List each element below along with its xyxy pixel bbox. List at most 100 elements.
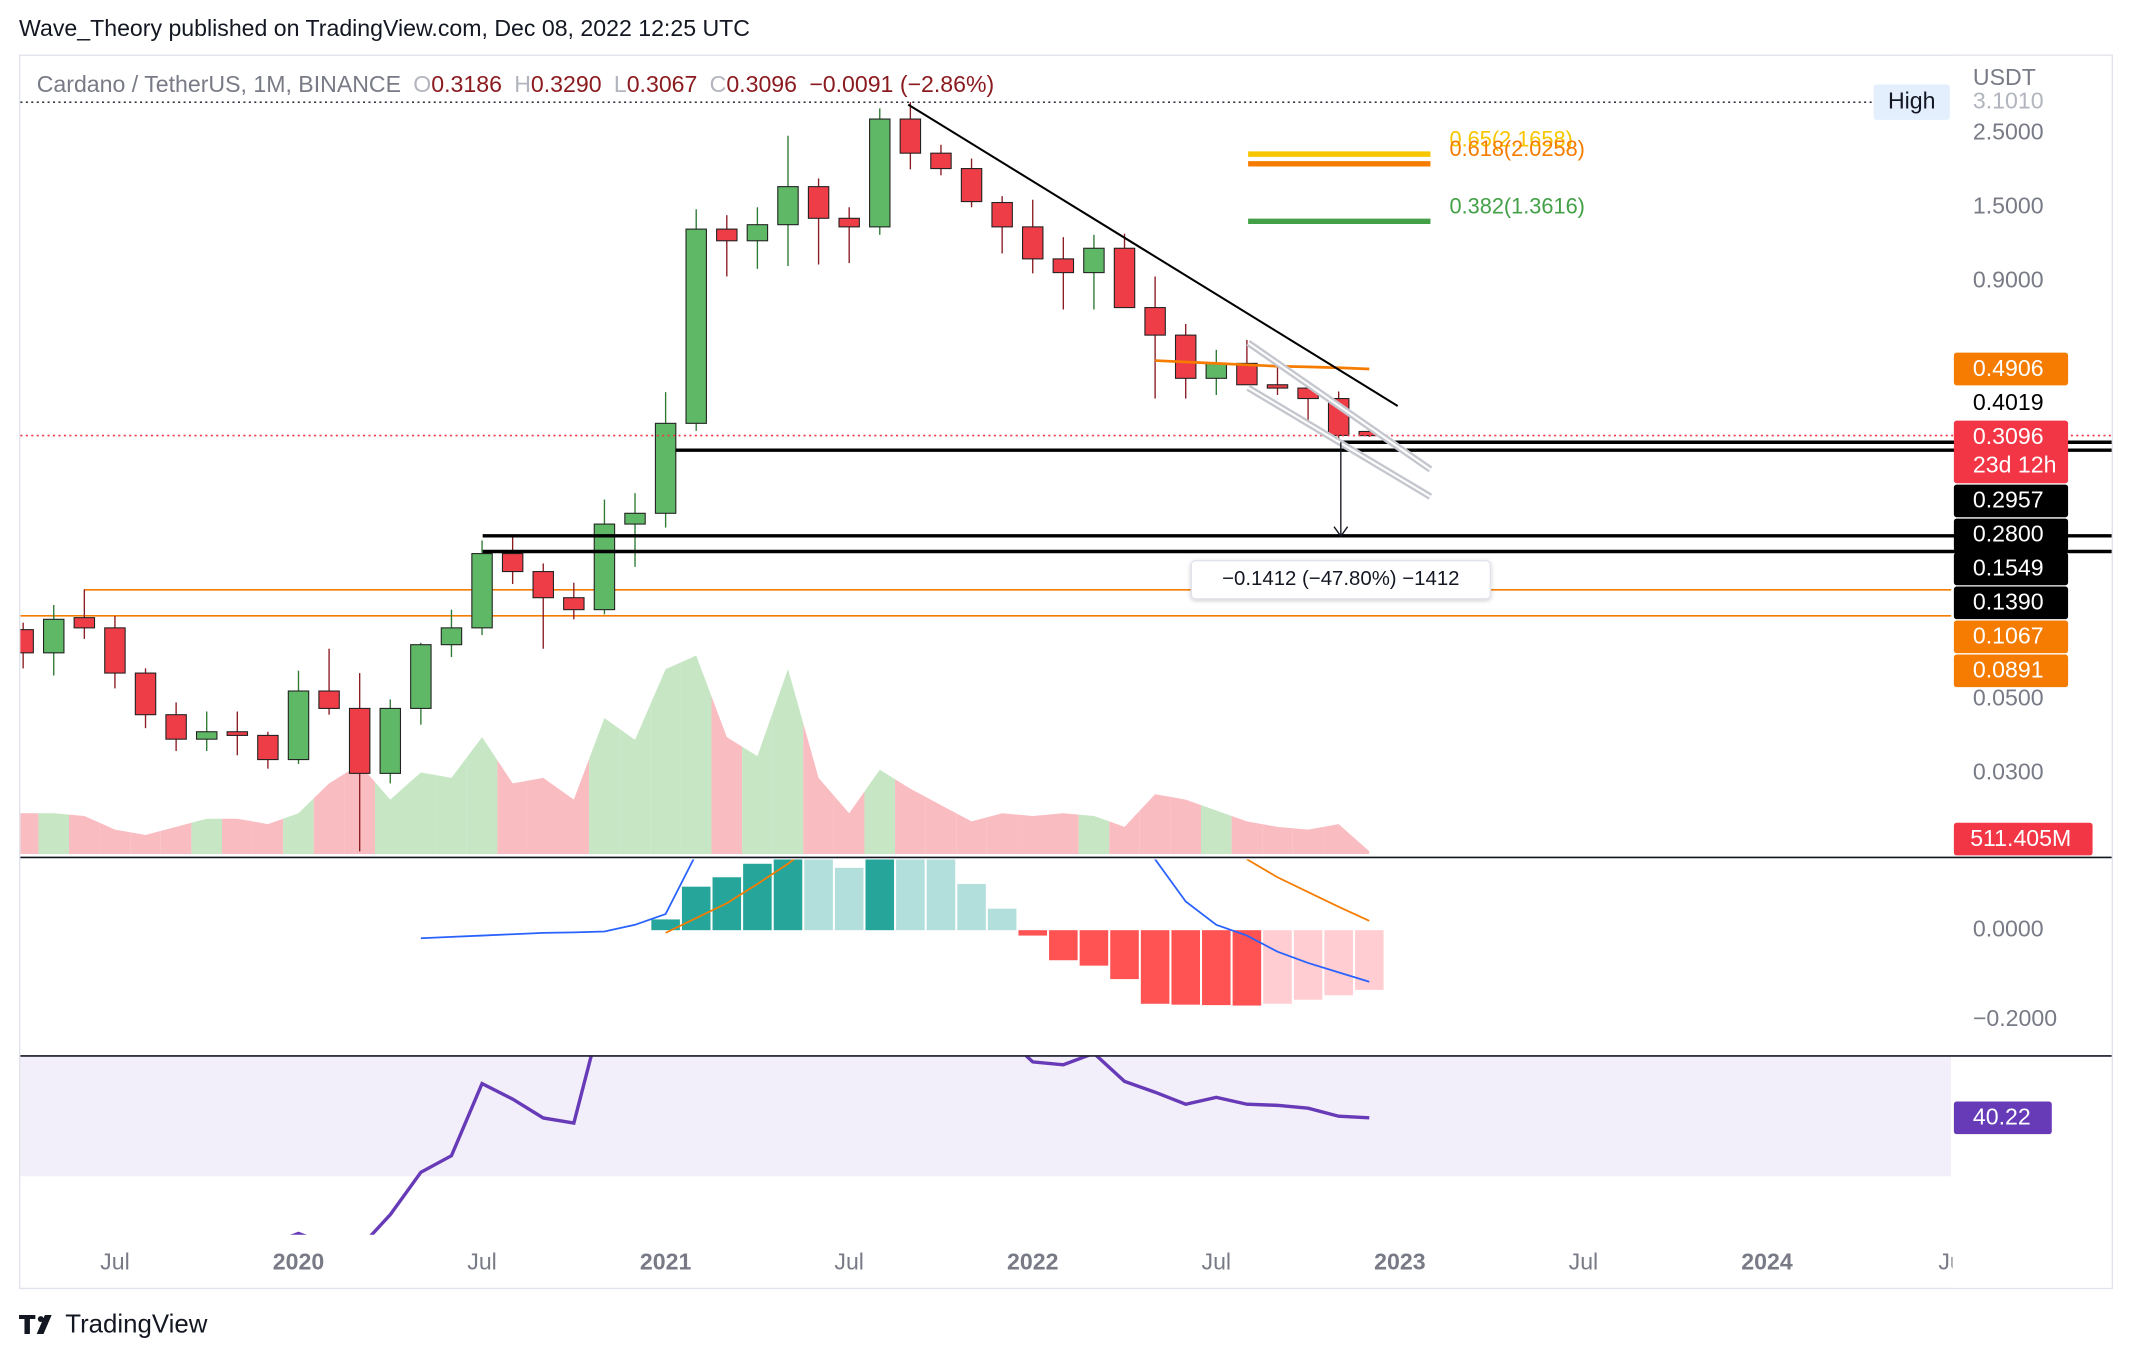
candle-body xyxy=(777,186,799,226)
candle-body xyxy=(746,224,769,242)
price-badge xyxy=(1953,586,2069,620)
x-tick-label: Jul xyxy=(1569,1248,1599,1274)
macd-bar xyxy=(865,859,895,931)
volume-area xyxy=(466,737,498,855)
volume-area xyxy=(803,723,834,855)
legend-value: 0.3186 xyxy=(431,71,502,97)
candle-body xyxy=(654,422,677,514)
price-badge xyxy=(1953,620,2069,654)
volume-area xyxy=(527,777,559,855)
price-badge-label: 0.1067 xyxy=(1973,623,2044,649)
macd-bar xyxy=(804,859,833,931)
legend-value: 0.3067 xyxy=(627,71,698,97)
price-badge xyxy=(1953,518,2069,552)
candle-body xyxy=(1083,247,1105,274)
macd-bar xyxy=(1293,930,1323,1000)
macd-bar xyxy=(1232,930,1262,1006)
macd-bar xyxy=(743,863,772,931)
volume-area xyxy=(772,669,804,855)
y-tick-label: 1.5000 xyxy=(1973,192,2044,218)
candle-body xyxy=(73,617,96,629)
candle-body xyxy=(1052,258,1075,274)
price-badge-label: 0.3096 xyxy=(1973,423,2044,449)
fib-label: 0.618(2.0258) xyxy=(1449,136,1584,161)
volume-area xyxy=(436,757,467,855)
macd-bar xyxy=(1079,930,1109,966)
y-tick-label: 2.5000 xyxy=(1973,118,2044,144)
signal-line xyxy=(665,859,1370,934)
legend-title: Cardano / TetherUS, 1M, BINANCE xyxy=(37,71,401,97)
volume-area xyxy=(313,773,345,855)
volume-area xyxy=(1139,794,1171,855)
channel-line xyxy=(1247,386,1431,498)
candle-body xyxy=(716,228,738,242)
candle-body xyxy=(1174,334,1197,379)
candle-body xyxy=(104,627,126,674)
price-badge-label: 0.2957 xyxy=(1973,487,2044,513)
volume-label: 511.405M xyxy=(1970,825,2071,851)
price-badge-label: 0.0891 xyxy=(1973,657,2044,683)
price-badge xyxy=(1953,386,2069,420)
volume-area xyxy=(1170,796,1202,855)
rsi-pane xyxy=(20,1056,1952,1235)
price-badge-label: 0.2800 xyxy=(1973,521,2044,547)
macd-bar xyxy=(987,908,1017,931)
macd-tick-label: 0.0000 xyxy=(1973,915,2044,941)
logo-mark xyxy=(36,1314,52,1335)
measure-box xyxy=(1190,559,1492,600)
candle-body xyxy=(563,597,585,611)
candle-body xyxy=(440,627,463,646)
volume-area xyxy=(1231,815,1263,855)
countdown: 23d 12h xyxy=(1973,451,2057,477)
ath-badge xyxy=(1873,84,1950,120)
price-badge-label: 0.4019 xyxy=(1973,389,2044,415)
volume-area xyxy=(497,760,528,855)
fib-label: 0.65(2.1658) xyxy=(1449,126,1572,151)
overlay: 0.65(2.1658)0.618(2.0258) 0.382(1.3616) −0… xyxy=(20,101,2112,600)
volume-area xyxy=(191,818,223,855)
candle-body xyxy=(1236,362,1258,386)
rsi-badge xyxy=(1953,1101,2052,1135)
legend: Cardano / TetherUS, 1M, BINANCE O0.3186 H0… xyxy=(37,71,995,97)
macd-bar xyxy=(1110,930,1139,980)
candle-body xyxy=(624,512,646,525)
volume-area xyxy=(925,796,957,855)
volume-area xyxy=(986,813,1018,855)
macd-bar xyxy=(1354,930,1384,990)
macd-bar xyxy=(651,919,680,931)
candle-body xyxy=(471,553,493,629)
volume-badge xyxy=(1953,822,2093,856)
price-badge xyxy=(1953,654,2069,688)
legend-key: C xyxy=(710,71,727,97)
volume-area xyxy=(1262,824,1293,855)
macd-bar xyxy=(1049,930,1078,961)
macd-bar xyxy=(834,867,864,931)
candle-body xyxy=(1021,226,1044,260)
x-tick-label: Jul xyxy=(1202,1248,1232,1274)
candle-body xyxy=(43,618,65,654)
rsi-band xyxy=(20,1056,1952,1177)
rsi-line xyxy=(290,1056,1370,1235)
macd-bar xyxy=(1171,930,1200,1005)
legend-value: 0.3290 xyxy=(531,71,602,97)
candle-body xyxy=(348,707,371,774)
volume-area xyxy=(222,818,253,855)
x-tick-label: 2020 xyxy=(273,1248,324,1274)
candle-body xyxy=(593,523,616,611)
candle-body xyxy=(1144,307,1166,336)
price-badge-label: 0.1549 xyxy=(1973,555,2044,581)
macd-bar xyxy=(1202,930,1231,1006)
x-tick-label: Jul xyxy=(467,1248,497,1274)
macd-bar xyxy=(1018,930,1048,936)
macd-bar xyxy=(926,859,956,931)
candle-body xyxy=(134,672,157,716)
volume-area xyxy=(1048,813,1079,855)
volume-area xyxy=(589,718,620,855)
price-badge-label: 0.4906 xyxy=(1973,355,2044,381)
x-tick-label: 2023 xyxy=(1374,1248,1426,1274)
price-badge xyxy=(1953,352,2069,386)
price-pane xyxy=(20,102,1952,855)
publisher: Wave_Theory published on TradingView.com… xyxy=(19,15,750,41)
measure-label: −0.1412 (−47.80%) −1412 xyxy=(1222,568,1459,590)
